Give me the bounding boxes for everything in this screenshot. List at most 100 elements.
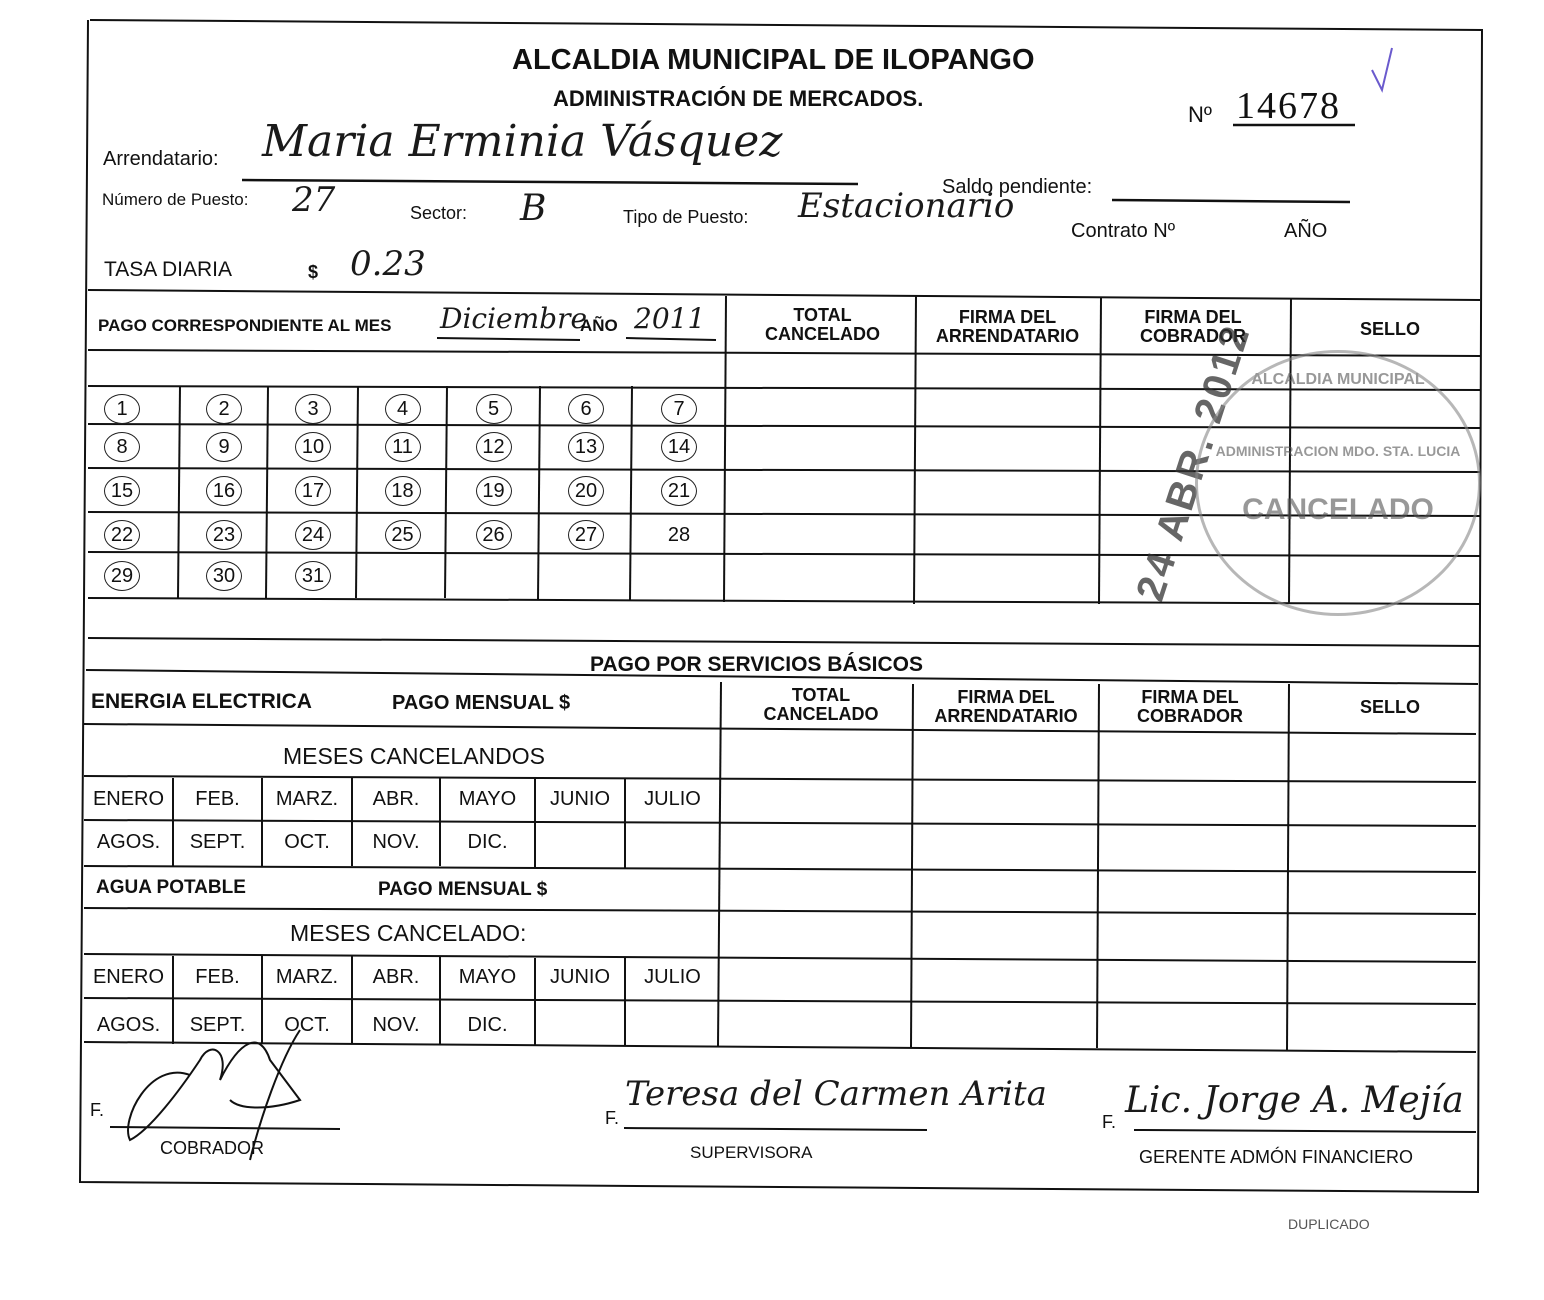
col-total-cancelado: TOTAL CANCELADO: [765, 305, 880, 344]
energia-meses-label: MESES CANCELANDOS: [283, 743, 546, 769]
cobrador-label: COBRADOR: [160, 1138, 265, 1158]
day-26: 26: [475, 520, 512, 550]
anio-label: AÑO: [1284, 220, 1328, 242]
pago-mes-value: Diciembre: [440, 302, 588, 335]
day-14: 14: [661, 432, 697, 462]
col-sello: SELLO: [1359, 319, 1420, 339]
saldo-pendiente-label: Saldo pendiente:: [942, 176, 1093, 198]
day-10: 10: [295, 432, 331, 462]
energia-months-enero: ENERO: [92, 788, 165, 810]
energia-months-feb: FEB.: [195, 788, 240, 810]
energia-months-sept: SEPT.: [189, 831, 246, 853]
agua-meses-label: MESES CANCELADO:: [290, 920, 527, 946]
day-1: 1: [104, 394, 140, 424]
day-8: 8: [104, 432, 140, 462]
day-4: 4: [384, 394, 421, 424]
agua-months-sept: SEPT.: [189, 1014, 246, 1036]
day-22: 22: [104, 520, 140, 550]
agua-months-julio: JULIO: [644, 966, 701, 988]
day-30: 30: [206, 561, 242, 591]
document-title: ALCALDIA MUNICIPAL DE ILOPANGO: [512, 44, 1035, 76]
sector-label: Sector:: [410, 203, 468, 223]
sector-value: B: [520, 188, 547, 229]
energia-months-nov: NOV.: [372, 831, 420, 853]
pago-anio-value: 2011: [634, 302, 706, 335]
day-2: 2: [206, 394, 242, 424]
serv-col-firma-arrendatario: FIRMA DEL ARRENDATARIO: [934, 687, 1078, 726]
agua-months-marz: MARZ.: [275, 966, 339, 988]
serv-col-firma-cobrador: FIRMA DEL COBRADOR: [1137, 687, 1243, 726]
day-29: 29: [104, 561, 140, 591]
tasa-currency: $: [308, 262, 319, 282]
col-firma-cobrador: FIRMA DEL COBRADOR: [1140, 307, 1246, 346]
pago-mes-label: PAGO CORRESPONDIENTE AL MES: [98, 316, 392, 335]
day-24: 24: [295, 520, 331, 550]
checkmark-icon: [1371, 47, 1393, 93]
day-15: 15: [104, 476, 140, 506]
agua-months-junio: JUNIO: [550, 966, 610, 988]
day-5: 5: [475, 394, 512, 424]
agua-label: AGUA POTABLE: [96, 877, 246, 898]
agua-months-mayo: MAYO: [458, 966, 517, 988]
day-6: 6: [568, 394, 604, 424]
gerente-f-prefix: F.: [1102, 1112, 1117, 1132]
day-11: 11: [384, 432, 421, 462]
supervisora-signature: Teresa del Carmen Arita: [625, 1074, 1047, 1114]
energia-months-abr: ABR.: [372, 788, 420, 810]
agua-months-oct: OCT.: [284, 1014, 330, 1036]
day-21: 21: [661, 476, 697, 506]
stamp-main-text: CANCELADO: [1242, 493, 1434, 526]
agua-pago-label: PAGO MENSUAL $: [378, 879, 548, 900]
tipo-puesto-value: Estacionario: [798, 186, 1015, 226]
gerente-signature: Lic. Jorge A. Mejía: [1125, 1080, 1464, 1121]
day-19: 19: [475, 476, 512, 506]
energia-label: ENERGIA ELECTRICA: [91, 690, 312, 713]
day-9: 9: [206, 432, 242, 462]
arrendatario-value: Maria Erminia Vásquez: [262, 116, 783, 167]
agua-months-feb: FEB.: [195, 966, 240, 988]
cobrador-signature: [127, 1029, 302, 1161]
day-27: 27: [568, 520, 604, 550]
agua-months-abr: ABR.: [372, 966, 420, 988]
energia-months-dic: DIC.: [467, 831, 508, 853]
cobrador-f-prefix: F.: [90, 1100, 105, 1120]
duplicado-mark: DUPLICADO: [1288, 1216, 1370, 1232]
energia-months-julio: JULIO: [644, 788, 701, 810]
day-23: 23: [206, 520, 242, 550]
day-18: 18: [384, 476, 421, 506]
day-16: 16: [206, 476, 242, 506]
day-28: 28: [667, 524, 691, 546]
servicios-title: PAGO POR SERVICIOS BÁSICOS: [590, 653, 923, 676]
gerente-label: GERENTE ADMÓN FINANCIERO: [1139, 1147, 1414, 1167]
day-12: 12: [475, 432, 512, 462]
contrato-label: Contrato Nº: [1071, 220, 1176, 242]
day-17: 17: [295, 476, 331, 506]
pago-anio-label: AÑO: [580, 316, 618, 335]
document-subtitle: ADMINISTRACIÓN DE MERCADOS.: [553, 86, 924, 111]
agua-months-dic: DIC.: [467, 1014, 508, 1036]
day-25: 25: [384, 520, 421, 550]
energia-months-oct: OCT.: [284, 831, 330, 853]
energia-months-junio: JUNIO: [550, 788, 610, 810]
col-firma-arrendatario: FIRMA DEL ARRENDATARIO: [935, 307, 1080, 346]
supervisora-f-prefix: F.: [605, 1108, 620, 1128]
tasa-diaria-label: TASA DIARIA: [104, 258, 232, 281]
day-3: 3: [295, 394, 331, 424]
day-13: 13: [568, 432, 604, 462]
stamp-mid-text: ADMINISTRACION MDO. STA. LUCIA: [1215, 443, 1461, 459]
energia-pago-label: PAGO MENSUAL $: [392, 692, 571, 714]
receipt-number: 14678: [1236, 85, 1341, 127]
stamp-top-text: ALCALDIA MUNICIPAL: [1251, 371, 1425, 388]
day-20: 20: [568, 476, 604, 506]
energia-months-marz: MARZ.: [275, 788, 339, 810]
agua-months-enero: ENERO: [92, 966, 165, 988]
arrendatario-label: Arrendatario:: [103, 148, 219, 170]
puesto-label: Número de Puesto:: [102, 190, 249, 209]
energia-months-mayo: MAYO: [458, 788, 517, 810]
serv-col-sello: SELLO: [1359, 697, 1420, 717]
serv-col-total: TOTAL CANCELADO: [763, 685, 879, 724]
tipo-puesto-label: Tipo de Puesto:: [623, 207, 749, 227]
supervisora-label: SUPERVISORA: [690, 1143, 813, 1162]
day-31: 31: [295, 561, 331, 591]
energia-months-agos: AGOS.: [96, 831, 161, 853]
